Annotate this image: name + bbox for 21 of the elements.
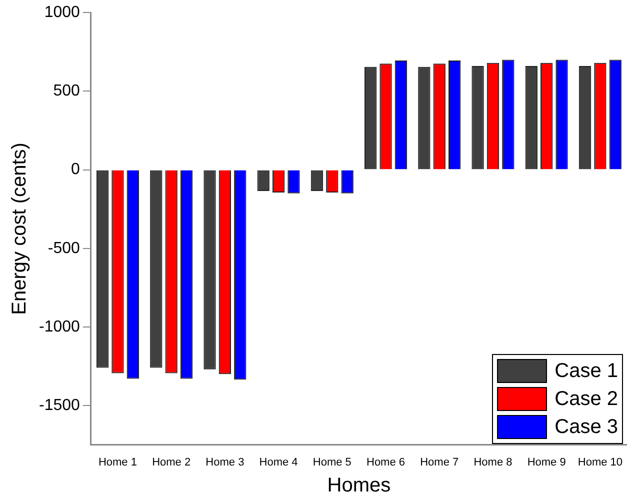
y-tick-label: -500 [48, 240, 80, 257]
x-tick-label: Home 7 [420, 456, 459, 468]
legend-label: Case 2 [554, 388, 618, 410]
x-tick-label: Home 9 [527, 456, 566, 468]
x-tick-label: Home 10 [578, 456, 623, 468]
x-tick-label: Home 8 [474, 456, 512, 468]
y-tick-label: -1000 [39, 318, 80, 336]
legend-label: Case 3 [554, 416, 618, 438]
y-tick-label: -1500 [39, 396, 80, 414]
legend-label: Case 1 [554, 360, 618, 382]
x-tick-label: Home 5 [312, 456, 352, 468]
y-tick-label: 1000 [44, 4, 80, 22]
x-tick-label: Home 6 [366, 456, 406, 468]
y-tick-label: 500 [53, 82, 80, 100]
x-axis-title: Homes [327, 474, 391, 497]
x-tick-label: Home 3 [206, 456, 244, 468]
x-tick-label: Home 2 [152, 456, 191, 468]
y-tick-label: 0 [71, 161, 80, 178]
y-axis-title: Energy cost (cents) [8, 142, 31, 315]
x-tick-label: Home 1 [98, 456, 137, 468]
x-tick-label: Home 4 [259, 456, 298, 468]
